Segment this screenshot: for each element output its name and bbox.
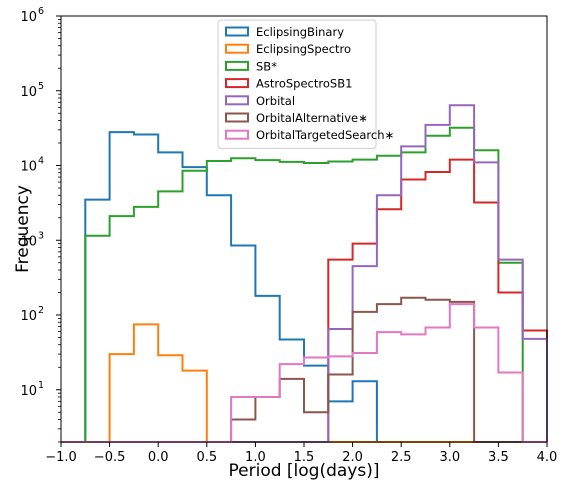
x-tick-label: −1.0 [45, 450, 77, 465]
y-tick-exponent: 6 [38, 6, 44, 17]
legend: EclipsingBinary EclipsingSpectro SB* AstroS… [217, 19, 394, 149]
y-tick-label: 10 [20, 85, 37, 100]
y-tick-label: 10 [20, 160, 37, 175]
legend-label: SB* [256, 59, 277, 73]
legend-label: EclipsingSpectro [256, 42, 351, 56]
x-tick-label: 3.5 [488, 450, 509, 465]
legend-swatch [225, 129, 249, 140]
y-axis-title: Frequency [13, 185, 33, 273]
legend-label: AstroSpectroSB1 [256, 77, 352, 91]
y-tick-label: 10 [20, 384, 37, 399]
x-tick-label: 1.5 [294, 450, 315, 465]
x-tick-label: 4.0 [537, 450, 558, 465]
x-tick-label: 2.5 [391, 450, 412, 465]
legend-label: Orbital [256, 94, 295, 108]
y-tick-label: 10 [20, 234, 37, 249]
y-tick-label: 10 [20, 309, 37, 324]
x-tick-label: 2.0 [342, 450, 363, 465]
y-tick-exponent: 3 [38, 230, 44, 241]
legend-label: OrbitalAlternative∗ [256, 111, 368, 125]
y-tick-exponent: 4 [38, 156, 44, 167]
x-tick-label: 3.0 [439, 450, 460, 465]
legend-swatch [225, 95, 249, 106]
y-tick-exponent: 2 [38, 305, 44, 316]
x-axis-title: Period [log(days)] [229, 461, 380, 481]
y-tick-label: 10 [20, 10, 37, 25]
y-tick-exponent: 5 [38, 81, 44, 92]
legend-swatch [225, 43, 249, 54]
x-tick-label: −0.5 [94, 450, 126, 465]
legend-swatch [225, 26, 249, 37]
x-tick-label: 0.0 [148, 450, 169, 465]
legend-swatch [225, 60, 249, 71]
legend-swatch [225, 112, 249, 123]
legend-label: OrbitalTargetedSearch∗ [256, 128, 394, 142]
legend-box [217, 19, 377, 149]
legend-label: EclipsingBinary [256, 25, 344, 39]
series-2-step [61, 126, 547, 443]
x-tick-label: 0.5 [196, 450, 217, 465]
x-axis: −1.0 −0.5 0.0 0.5 1.0 1.5 2.0 2.5 3.0 3.5 4.0 [45, 442, 557, 465]
x-tick-label: 1.0 [245, 450, 266, 465]
legend-swatch [225, 78, 249, 89]
y-tick-exponent: 1 [38, 380, 44, 391]
